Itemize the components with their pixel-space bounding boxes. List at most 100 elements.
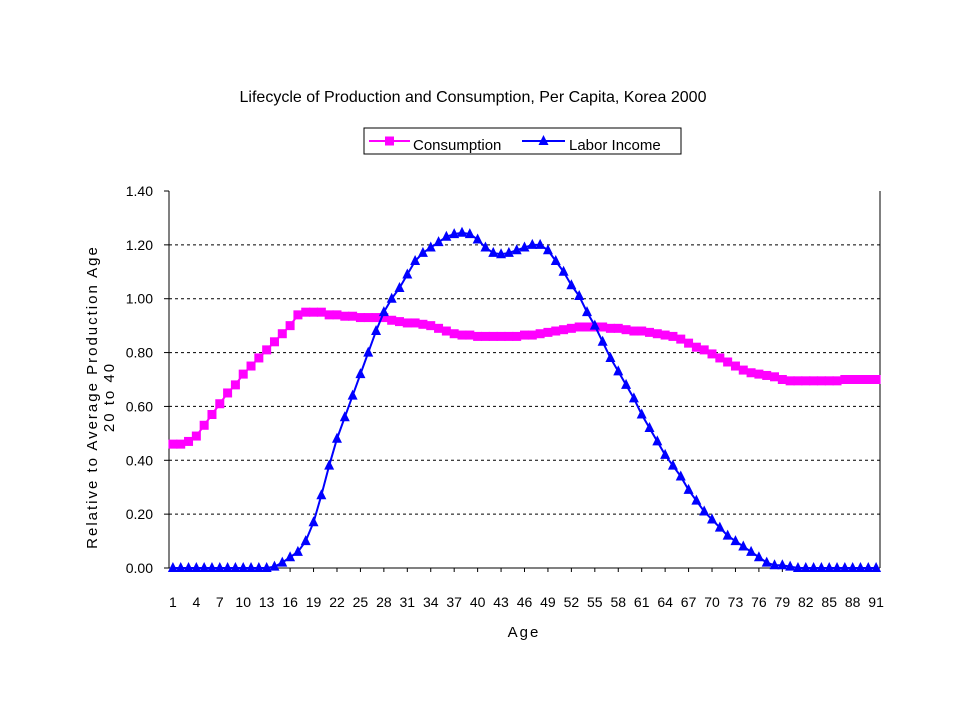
data-point [848, 375, 858, 384]
data-point [707, 349, 717, 359]
data-point [316, 307, 326, 317]
data-point [832, 562, 843, 572]
data-point [636, 408, 647, 419]
data-point [863, 375, 873, 384]
data-point [871, 375, 881, 384]
data-point [340, 311, 350, 321]
data-point [824, 562, 835, 572]
data-point [293, 310, 303, 320]
data-point [550, 255, 561, 266]
data-point [402, 268, 413, 279]
data-point [769, 559, 780, 570]
data-point [816, 376, 826, 386]
x-tick-label: 13 [259, 594, 275, 610]
data-point [723, 357, 733, 367]
data-point [378, 306, 389, 317]
data-point [300, 535, 311, 546]
data-point [863, 562, 874, 572]
data-point [809, 376, 819, 386]
data-point [753, 551, 764, 562]
legend: Consumption Labor Income [363, 127, 682, 155]
data-point [175, 562, 186, 572]
data-point [637, 326, 647, 336]
chart-title: Lifecycle of Production and Consumption,… [240, 89, 707, 106]
x-tick-label: 52 [564, 594, 580, 610]
data-point [410, 318, 420, 328]
x-tick-label: 82 [798, 594, 814, 610]
data-point [855, 562, 866, 572]
data-point [542, 244, 553, 255]
data-point [793, 376, 803, 386]
y-tick-label: 1.40 [126, 183, 153, 199]
data-point [746, 545, 757, 556]
data-point [746, 368, 756, 378]
series-layer [167, 226, 882, 572]
x-tick-label: 88 [845, 594, 861, 610]
data-point [496, 331, 506, 341]
data-point [456, 226, 467, 237]
data-point [309, 307, 319, 317]
data-point [386, 292, 397, 303]
data-point [176, 439, 186, 449]
data-point [511, 244, 522, 255]
data-point [410, 255, 421, 266]
data-point [426, 321, 436, 331]
data-point [699, 505, 710, 516]
data-point [777, 375, 787, 384]
x-tick-label: 61 [634, 594, 650, 610]
data-point [449, 329, 459, 339]
data-point [269, 337, 279, 347]
data-point [230, 562, 241, 572]
data-point [464, 228, 475, 239]
data-point [331, 432, 342, 443]
x-tick-label: 85 [821, 594, 837, 610]
data-point [418, 319, 428, 329]
data-point [761, 556, 772, 567]
data-point [800, 562, 811, 572]
data-point [387, 315, 397, 325]
data-point [371, 325, 382, 336]
data-point [206, 562, 217, 572]
data-point [339, 411, 350, 422]
y-tick-label: 0.80 [126, 345, 153, 361]
data-point [558, 265, 569, 276]
data-point [480, 331, 490, 341]
x-tick-label: 22 [329, 594, 345, 610]
data-point [503, 246, 514, 257]
data-point [683, 483, 694, 494]
x-tick-label: 7 [216, 594, 224, 610]
data-point [277, 329, 287, 339]
data-point [222, 562, 233, 572]
data-point [168, 439, 178, 449]
data-point [214, 562, 225, 572]
data-point [254, 353, 264, 363]
data-point [324, 310, 334, 320]
data-point [574, 322, 584, 332]
data-point [699, 345, 709, 355]
data-point [480, 241, 491, 252]
data-point [535, 329, 545, 339]
data-point [488, 246, 499, 257]
x-tick-label: 58 [610, 594, 626, 610]
data-point [253, 562, 264, 572]
x-tick-label: 73 [728, 594, 744, 610]
data-point [269, 560, 280, 571]
data-point [668, 331, 678, 341]
data-point [832, 376, 842, 386]
data-point [348, 311, 358, 321]
data-point [167, 562, 178, 572]
data-point [855, 375, 865, 384]
data-point [667, 459, 678, 470]
data-point [246, 562, 257, 572]
data-point [660, 330, 670, 340]
data-point [535, 238, 546, 249]
data-point [394, 281, 405, 292]
data-point [308, 516, 319, 527]
x-tick-label: 55 [587, 594, 603, 610]
data-point [379, 313, 389, 323]
data-point [402, 318, 412, 328]
data-point [543, 327, 553, 337]
y-tick-label: 1.00 [126, 291, 153, 307]
data-point [582, 306, 593, 317]
